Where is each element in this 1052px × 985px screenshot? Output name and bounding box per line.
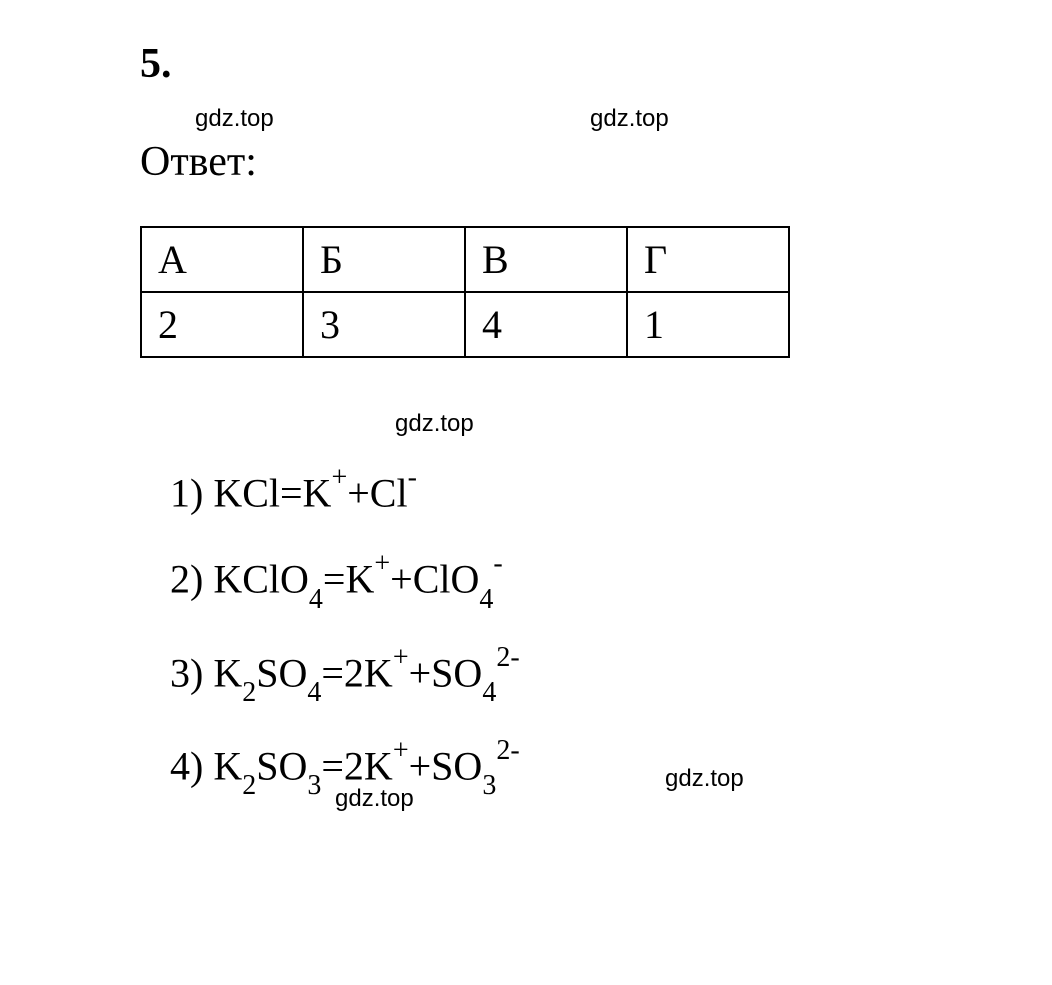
table-value-cell: 2 (141, 292, 303, 357)
table-header-cell: Б (303, 227, 465, 292)
table-value-cell: 4 (465, 292, 627, 357)
equation-row: 1) KCl=K++Cl- (170, 468, 912, 516)
watermark-text: gdz.top (395, 410, 474, 438)
answer-table: А Б В Г 2 3 4 1 (140, 226, 790, 358)
equation-row: 2) KClO4=K++ClO4- (170, 554, 912, 609)
table-value-row: 2 3 4 1 (141, 292, 789, 357)
table-header-cell: В (465, 227, 627, 292)
table-value-cell: 3 (303, 292, 465, 357)
watermark-text: gdz.top (335, 785, 414, 813)
answer-label: Ответ: (140, 138, 912, 186)
equation-row: 4) K2SO3=2K++SO32- (170, 741, 912, 796)
table-header-row: А Б В Г (141, 227, 789, 292)
equation-row: 3) K2SO4=2K++SO42- (170, 648, 912, 703)
watermark-text: gdz.top (590, 105, 669, 133)
table-value-cell: 1 (627, 292, 789, 357)
table-header-cell: А (141, 227, 303, 292)
question-number: 5. (140, 40, 912, 88)
table-header-cell: Г (627, 227, 789, 292)
equations-list: 1) KCl=K++Cl- 2) KClO4=K++ClO4- 3) K2SO4… (140, 468, 912, 796)
watermark-text: gdz.top (665, 765, 744, 793)
watermark-text: gdz.top (195, 105, 274, 133)
